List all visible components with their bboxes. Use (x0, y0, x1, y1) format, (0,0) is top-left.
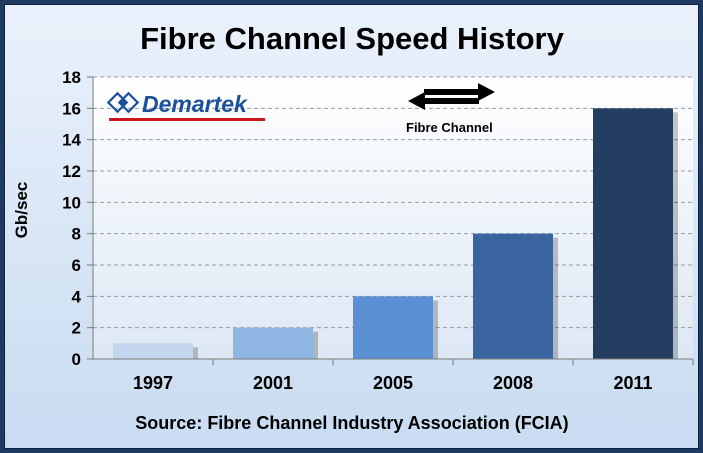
logo-text: Demartek (142, 91, 248, 117)
bar-2008 (473, 233, 553, 359)
source-note: Source: Fibre Channel Industry Associati… (135, 413, 568, 433)
y-tick-label: 12 (62, 162, 81, 181)
bars (113, 108, 678, 359)
bar-2011 (593, 108, 673, 359)
demartek-logo: Demartek (106, 91, 265, 121)
x-tick-label: 2008 (493, 373, 533, 393)
x-tick-label: 1997 (133, 373, 173, 393)
y-tick-label: 16 (62, 99, 81, 118)
bar-2001 (233, 327, 313, 359)
y-tick-label: 18 (62, 68, 81, 87)
x-tick-label: 2011 (613, 373, 652, 393)
x-tick-label: 2005 (373, 373, 413, 393)
chart-frame: Fibre Channel Speed History 0 2 4 6 8 10 12 14 1… (4, 4, 699, 449)
bar-1997 (113, 343, 193, 359)
bar-chart: Fibre Channel Speed History 0 2 4 6 8 10 12 14 1… (12, 21, 694, 433)
y-tick-label: 2 (72, 319, 81, 338)
bidirectional-arrow-icon (408, 83, 495, 110)
annotation-label: Fibre Channel (406, 120, 493, 135)
y-tick-label: 14 (62, 131, 81, 150)
x-tick-label: 2001 (253, 373, 293, 393)
y-axis-label: Gb/sec (12, 182, 31, 239)
y-tick-labels: 0 2 4 6 8 10 12 14 16 18 (62, 68, 81, 369)
logo-underline (109, 118, 265, 121)
y-tick-label: 4 (72, 287, 82, 306)
y-tick-label: 0 (72, 350, 81, 369)
chart-title: Fibre Channel Speed History (140, 21, 565, 56)
bar-2005 (353, 296, 433, 359)
y-tick-label: 6 (72, 256, 81, 275)
y-tick-label: 8 (72, 225, 81, 244)
y-tick-label: 10 (62, 193, 81, 212)
diamond-logo-icon (106, 91, 140, 114)
category-labels: 1997 2001 2005 2008 2011 (133, 359, 694, 393)
